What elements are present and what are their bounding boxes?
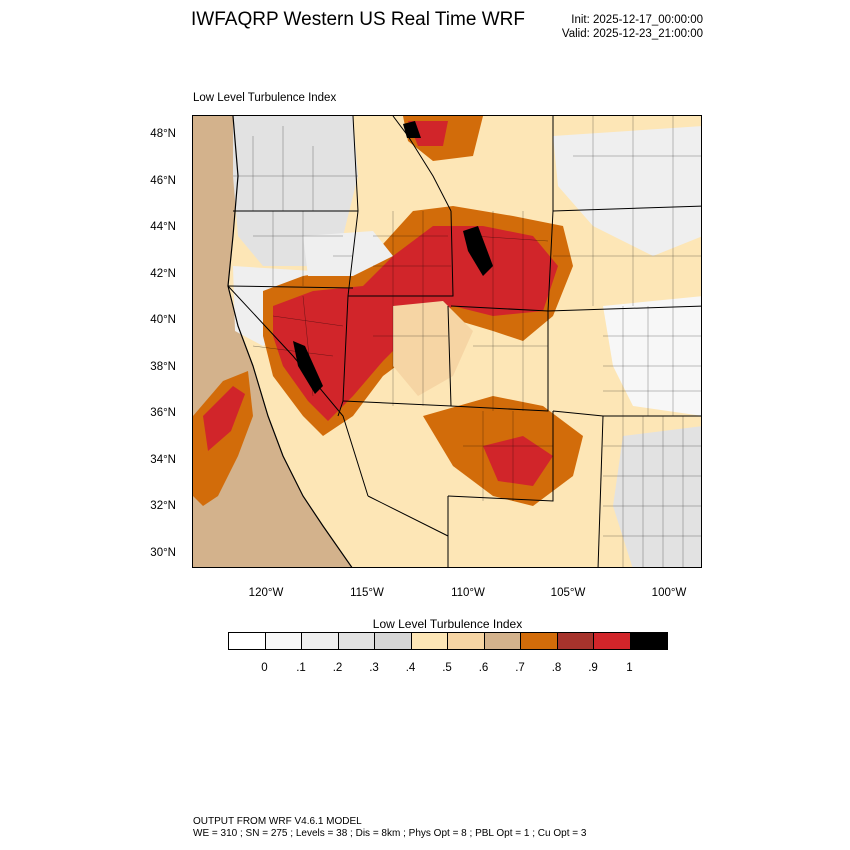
colorbar-swatch: [411, 633, 448, 649]
colorbar-swatch: [630, 633, 667, 649]
colorbar-tick-label: .8: [551, 662, 562, 674]
state-boundaries: [227, 116, 701, 567]
colorbar-swatch: [521, 633, 558, 649]
colorbar-tick-label: .4: [405, 662, 416, 674]
lon-label-115: 115°W: [350, 587, 384, 599]
colorbar-tick-label: .5: [442, 662, 452, 674]
black-montana: [403, 121, 421, 138]
lat-label-34: 34°N: [150, 454, 176, 466]
lat-label-46: 46°N: [150, 175, 176, 187]
coastline: [227, 116, 353, 567]
colorbar-swatch: [484, 633, 521, 649]
colorbar-tick-label: .3: [369, 662, 379, 674]
lat-label-36: 36°N: [150, 407, 176, 419]
colorbar-title: Low Level Turbulence Index: [372, 617, 523, 631]
map-panel: [192, 115, 702, 568]
model-footer: OUTPUT FROM WRF V4.6.1 MODEL WE = 310 ; …: [193, 816, 586, 840]
colorbar-tick-label: 1: [626, 662, 633, 674]
lat-label-42: 42°N: [150, 268, 176, 280]
lon-label-120: 120°W: [248, 587, 284, 599]
gray-kansas: [603, 296, 701, 416]
black-sierra: [293, 341, 323, 394]
lat-label-30: 30°N: [150, 547, 176, 559]
field-label: Low Level Turbulence Index: [193, 92, 337, 104]
init-time: Init: 2025-12-17_00:00:00: [571, 14, 703, 26]
footer-line-2: WE = 310 ; SN = 275 ; Levels = 38 ; Dis …: [193, 828, 587, 839]
lat-label-38: 38°N: [150, 361, 176, 373]
lat-label-48: 48°N: [150, 128, 176, 140]
turbulence-map: [193, 116, 701, 567]
gray-texas: [613, 426, 701, 567]
colorbar-swatch: [594, 633, 631, 649]
colorbar-swatch: [229, 633, 266, 649]
gray-nw: [233, 116, 358, 266]
red-south: [483, 436, 553, 486]
run-info: Init: 2025-12-17_00:00:00 Valid: 2025-12…: [562, 13, 703, 41]
gray-oregon: [303, 231, 393, 276]
footer-line-1: OUTPUT FROM WRF V4.6.1 MODEL: [193, 816, 362, 827]
colorbar-tick-label: .2: [332, 662, 343, 674]
gray-n-plains: [553, 126, 701, 256]
colorbar-tick-label: .6: [478, 662, 489, 674]
colorbar-swatch: [302, 633, 339, 649]
lon-label-100: 100°W: [651, 587, 687, 599]
colorbar-swatch: [375, 633, 412, 649]
colorbar-tick-label: 0: [261, 662, 268, 674]
lat-label-32: 32°N: [150, 500, 176, 512]
county-lines: [233, 116, 701, 567]
valid-time: Valid: 2025-12-23_21:00:00: [561, 28, 703, 40]
red-north: [408, 121, 448, 146]
black-wyoming: [463, 226, 493, 276]
colorbar-tick-label: .7: [515, 662, 525, 674]
colorbar-swatch: [557, 633, 594, 649]
colorbar: [228, 632, 668, 650]
lat-label-44: 44°N: [150, 221, 176, 233]
colorbar-swatch: [265, 633, 302, 649]
colorbar-swatch: [448, 633, 485, 649]
lon-label-110: 110°W: [451, 587, 485, 599]
colorbar-swatch: [338, 633, 375, 649]
colorbar-tick-label: .1: [296, 662, 306, 674]
plot-title: IWFAQRP Western US Real Time WRF: [191, 9, 525, 30]
lat-label-40: 40°N: [150, 314, 176, 326]
colorbar-tick-label: .9: [588, 662, 598, 674]
lon-label-105: 105°W: [550, 587, 586, 599]
coastal-red: [203, 386, 245, 451]
tan-utah: [393, 301, 473, 396]
